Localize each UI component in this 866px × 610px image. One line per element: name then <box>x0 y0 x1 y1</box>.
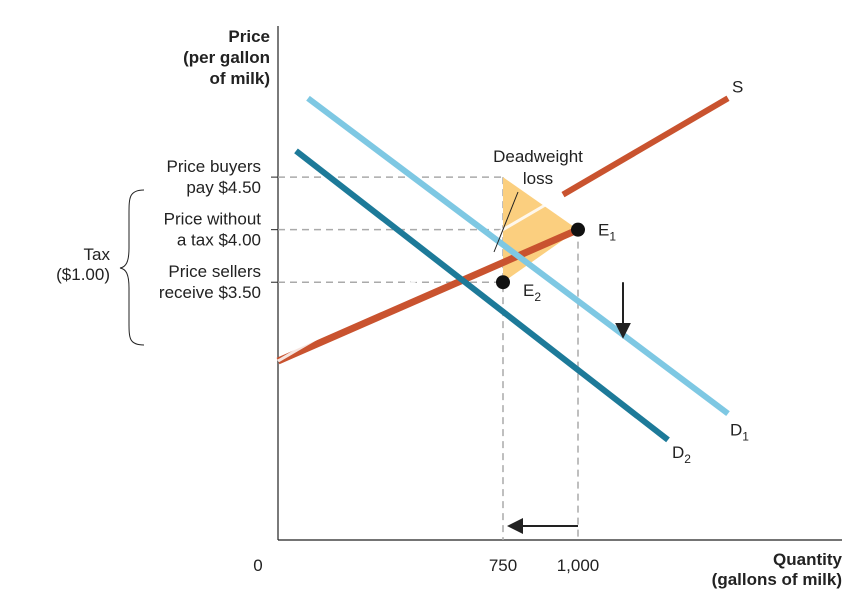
price-sellers-value: receive $3.50 <box>159 283 261 302</box>
equilibrium-e2-label: E2 <box>523 281 541 304</box>
supply-curve-lower-outline <box>276 226 580 365</box>
y-axis-label-line-2: (per gallon <box>183 48 270 67</box>
demand-d2-subscript: 2 <box>684 452 691 466</box>
demand-d2-line <box>294 148 670 443</box>
tax-label: Tax <box>84 245 111 264</box>
demand-d1-letter: D <box>730 421 742 440</box>
e2-letter: E <box>523 281 534 300</box>
price-buyers-value: pay $4.50 <box>186 178 261 197</box>
demand-d2-label: D2 <box>672 443 691 466</box>
supply-curve-line <box>561 95 730 198</box>
equilibrium-point-e1 <box>571 222 585 237</box>
price-without-tax-label: Price without <box>164 210 262 229</box>
e2-subscript: 2 <box>534 290 541 304</box>
price-sellers-label: Price sellers <box>168 262 261 281</box>
origin-label: 0 <box>253 556 262 575</box>
tax-brace <box>119 189 145 346</box>
x-axis-label-line-1: Quantity <box>773 550 842 569</box>
x-tick-label-750: 750 <box>489 556 517 575</box>
deadweight-loss-label: Deadweight <box>493 147 583 166</box>
e1-subscript: 1 <box>609 230 616 244</box>
x-axis-label-line-2: (gallons of milk) <box>712 570 842 589</box>
demand-d1-label: D1 <box>730 421 749 444</box>
deadweight-loss-label-2: loss <box>523 169 553 188</box>
y-axis-label-line-1: Price <box>228 27 270 46</box>
y-axis-label-line-3: of milk) <box>210 69 270 88</box>
tax-value: ($1.00) <box>56 265 110 284</box>
equilibrium-point-e2 <box>496 275 510 290</box>
x-tick-label-1000: 1,000 <box>557 556 600 575</box>
deadweight-loss-pointer <box>493 191 519 253</box>
price-without-tax-value: a tax $4.00 <box>177 231 261 250</box>
equilibrium-e1-label: E1 <box>598 221 616 244</box>
supply-curve-lower-stripe <box>277 193 564 363</box>
supply-curve-label: S <box>732 77 743 96</box>
demand-d1-line <box>306 95 730 417</box>
e1-letter: E <box>598 221 609 240</box>
demand-d2-letter: D <box>672 443 684 462</box>
price-buyers-label: Price buyers <box>167 157 261 176</box>
demand-d1-subscript: 1 <box>742 430 749 444</box>
